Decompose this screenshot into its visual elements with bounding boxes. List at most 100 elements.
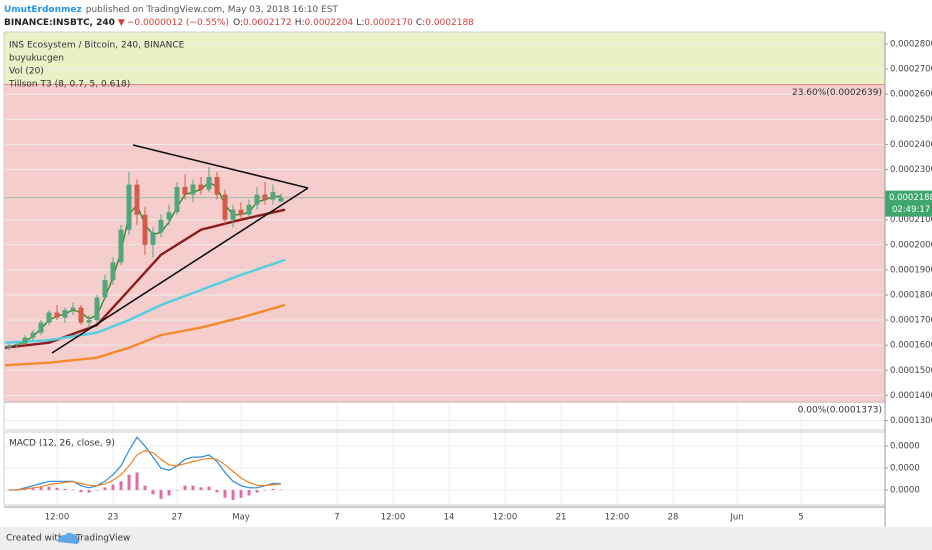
x-tick-label: 12:00 [381, 513, 406, 523]
histogram-bar [135, 472, 139, 491]
y-tick-label: 0.0000 [890, 442, 920, 452]
candle-body [38, 322, 44, 333]
histogram-bar [207, 486, 211, 491]
y-tick-label: 0.0000 [890, 486, 920, 496]
fib-label: 23.60%(0.0002639) [792, 88, 882, 98]
candle-body [46, 312, 52, 323]
candle-body [238, 209, 244, 215]
y-tick-label: 0.0001700 [890, 316, 932, 326]
candle-body [22, 337, 28, 344]
y-tick-label: 0.0001300 [890, 416, 932, 426]
ohlc-value: 0.0002172 [243, 18, 292, 28]
y-tick-label: 0.0001400 [890, 391, 932, 401]
fib-zone [4, 32, 885, 85]
x-tick-label: 21 [556, 513, 567, 523]
ohlc-label: H: [295, 18, 305, 28]
candle-body [190, 184, 196, 195]
legend-line: buyukucgen [9, 54, 64, 64]
candle-body [158, 219, 164, 233]
histogram-bar [191, 485, 195, 491]
x-tick-label: Jun [729, 513, 743, 523]
ohlc-value: 0.0002188 [425, 18, 474, 28]
histogram-bar [231, 490, 235, 500]
trendline-upper [132, 144, 309, 189]
x-tick-label: 23 [108, 513, 119, 523]
histogram-bar [215, 490, 219, 493]
x-tick-label: 28 [668, 513, 679, 523]
x-tick-label: 12:00 [605, 513, 630, 523]
y-tick-label: 0.0001800 [890, 290, 932, 300]
candle-body [110, 262, 116, 280]
ohlc-label: C: [416, 18, 425, 28]
candle-body [174, 187, 180, 213]
macd-line [9, 449, 282, 491]
y-tick-label: 0.0001500 [890, 366, 932, 376]
x-tick-label: May [232, 513, 250, 523]
published: published on TradingView.com, May 03, 20… [86, 5, 339, 15]
footer-created: Created with [6, 534, 64, 544]
indicator-line [4, 258, 286, 344]
legend-line: Vol (20) [9, 67, 44, 77]
legend-line: Tillson T3 (8, 0.7, 5, 0.618) [8, 80, 130, 90]
candle-body [214, 177, 220, 195]
candle-body [102, 279, 108, 298]
histogram-bar [95, 490, 99, 491]
histogram-bar [223, 490, 227, 498]
candle-body [206, 177, 212, 190]
candle-body [222, 194, 228, 220]
histogram-bar [175, 490, 179, 491]
histogram-bar [183, 485, 187, 491]
y-tick-label: 0.0002700 [890, 65, 932, 75]
y-tick-label: 0.0002000 [890, 240, 932, 250]
histogram-bar [239, 490, 243, 498]
symbol: BINANCE:INSBTC, 240 [4, 18, 115, 28]
candle-body [246, 204, 252, 215]
x-tick-label: 7 [334, 513, 339, 523]
histogram-bar [55, 487, 59, 491]
x-tick-label: 27 [172, 513, 183, 523]
candle-body [142, 214, 148, 245]
histogram-bar [199, 487, 203, 491]
footer-brand[interactable]: TradingView [75, 534, 130, 544]
macd-title: MACD (12, 26, close, 9) [9, 439, 115, 449]
histogram-bar [87, 490, 91, 493]
histogram-bar [255, 490, 259, 493]
histogram-bar [119, 481, 123, 491]
last-price-box [885, 190, 932, 217]
pane-title: INS Ecosystem / Bitcoin, 240, BINANCE [9, 41, 185, 51]
histogram-bar [79, 490, 83, 493]
histogram-bar [63, 488, 67, 491]
y-tick-label: 0.0002800 [890, 40, 932, 50]
ohlc-value: 0.0002204 [305, 18, 354, 28]
last-price-label: 0.0002188 [889, 193, 932, 203]
countdown: 02:49:17 [892, 205, 930, 215]
ohlc-label: O: [233, 18, 243, 28]
histogram-bar [271, 488, 275, 491]
author[interactable]: UmutErdonmez [4, 5, 82, 15]
direction: ▼ [118, 18, 125, 28]
histogram-bar [143, 485, 147, 491]
histogram-bar [31, 487, 35, 491]
candle-body [150, 232, 156, 245]
histogram-bar [71, 489, 75, 491]
histogram-bar [111, 484, 115, 491]
candle-body [182, 187, 188, 195]
histogram-bar [39, 486, 43, 491]
histogram-bar [279, 489, 283, 491]
candle-body [270, 192, 276, 200]
trendline-lower [51, 187, 309, 354]
macd-line [9, 436, 281, 491]
logo-icon [58, 532, 80, 544]
y-tick-label: 0.0002300 [890, 165, 932, 175]
y-tick-label: 0.0002100 [890, 215, 932, 225]
y-tick-label: 0.0000 [890, 464, 920, 474]
change: −0.0000012 (−0.55%) [127, 18, 229, 28]
panes: 12:00 23 27 May 7 12:00 14 12:00 21 12:00 28 Jun 5 23… [4, 32, 932, 523]
candle-body [198, 184, 204, 190]
histogram-bar [167, 490, 171, 496]
histogram-bar [103, 487, 107, 491]
candle-body [14, 343, 20, 346]
candle-body [134, 184, 140, 215]
marks [4, 83, 885, 500]
